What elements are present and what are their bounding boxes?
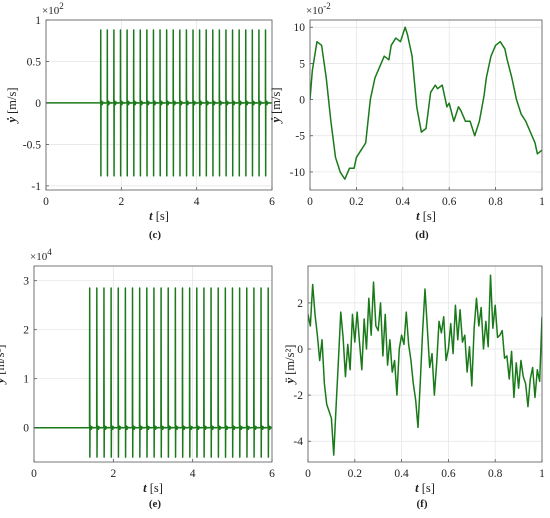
panel-label: (d): [415, 229, 429, 241]
y-axis-var: ÿ: [0, 375, 7, 386]
x-tick-label: 2: [118, 196, 124, 208]
plot-frame: [45, 19, 273, 191]
y-axis-unit: [m/s²]: [283, 345, 297, 375]
y-axis-label: ÿ [m/s²]: [283, 345, 297, 386]
axis-exponent-power: -2: [323, 1, 331, 11]
axis-exponent: ×102: [42, 1, 64, 17]
panel-label: (c): [149, 229, 162, 241]
x-tick-label: 2: [110, 468, 116, 480]
y-tick-label: 0.5: [27, 56, 42, 68]
x-tick-label: 4: [190, 468, 196, 480]
x-tick-label: 6: [269, 196, 275, 208]
chart-panel-c: 0 2 4 6 -1 -0.5 0 0.5 1×102 t [s] ẏ [m/s] (c): [5, 1, 275, 241]
x-tick-label: 0.2: [349, 196, 364, 208]
x-tick-label: 4: [194, 196, 200, 208]
series-line: [46, 29, 272, 177]
x-axis-unit: [s]: [150, 481, 163, 495]
y-tick-label: 0: [23, 423, 29, 435]
y-tick-label: 1: [35, 15, 41, 27]
y-tick-label: 1: [23, 374, 29, 386]
x-axis-label: t [s]: [143, 481, 163, 495]
x-tick-label: 0.6: [442, 196, 457, 208]
y-tick-label: 5: [299, 58, 305, 70]
x-axis-var: t: [415, 481, 422, 495]
axis-exponent-power: 2: [59, 1, 64, 11]
y-axis-label: ẏ [m/s]: [269, 87, 283, 124]
x-tick-label: 0.8: [488, 468, 503, 480]
y-axis-var: ẏ: [269, 114, 283, 125]
y-axis-var: ẏ: [5, 114, 19, 125]
y-tick-label: -4: [293, 436, 303, 448]
y-axis-unit: [m/s]: [269, 87, 283, 113]
plot-frame: [307, 265, 543, 463]
plot-frame: [309, 19, 543, 191]
series-line: [308, 274, 542, 456]
y-tick-label: 10: [294, 22, 306, 34]
y-tick-label: 2: [23, 325, 29, 337]
x-tick-label: 1: [539, 196, 545, 208]
y-tick-label: -2: [293, 390, 303, 402]
x-tick-label: 0.8: [488, 196, 503, 208]
x-tick-label: 1: [539, 468, 545, 480]
y-axis-unit: [m/s]: [5, 87, 19, 113]
y-tick-label: -1: [31, 181, 41, 193]
chart-panel-e: 0 2 4 6 0 1 2 3 ×104 t [s] ÿ [m/s²] (e): [0, 247, 275, 510]
y-axis-label: ÿ [m/s²]: [0, 345, 7, 386]
x-axis-unit: [s]: [422, 481, 435, 495]
y-tick-label: 3: [23, 276, 29, 288]
x-axis-label: t [s]: [416, 209, 436, 223]
axis-exponent: ×10-2: [306, 1, 331, 17]
x-tick-label: 0.2: [348, 468, 363, 480]
x-axis-var: t: [143, 481, 150, 495]
axis-exponent-power: 4: [47, 247, 52, 257]
plot-frame: [33, 265, 273, 463]
x-tick-label: 0: [31, 468, 37, 480]
y-axis-unit: [m/s²]: [0, 345, 7, 375]
x-axis-unit: [s]: [423, 209, 436, 223]
panel-label: (f): [417, 498, 428, 510]
x-axis-var: t: [416, 209, 423, 223]
y-tick-label: 0: [297, 344, 303, 356]
panel-label: (e): [149, 498, 162, 510]
x-axis-label: t [s]: [149, 209, 169, 223]
x-axis-label: t [s]: [415, 481, 435, 495]
x-tick-label: 0: [305, 468, 311, 480]
x-axis-unit: [s]: [156, 209, 169, 223]
y-tick-label: 2: [297, 298, 303, 310]
x-axis-var: t: [149, 209, 156, 223]
chart-panel-d: 0 0.2 0.4 0.6 0.8 1 -10 -5 0 5 10×10-2 t [s] ẏ [m/s]…: [269, 1, 545, 241]
axis-exponent: ×104: [30, 247, 52, 263]
x-tick-label: 0: [307, 196, 313, 208]
y-tick-label: -0.5: [23, 139, 41, 151]
x-tick-label: 0.6: [441, 468, 456, 480]
y-tick-label: 0: [299, 95, 305, 107]
x-tick-label: 0.4: [394, 468, 409, 480]
x-tick-label: 0.4: [396, 196, 411, 208]
y-tick-label: -10: [290, 167, 306, 179]
series-line: [34, 287, 272, 458]
y-axis-var: ÿ: [283, 375, 297, 386]
y-tick-label: -5: [295, 131, 305, 143]
y-tick-label: 0: [35, 98, 41, 110]
y-axis-label: ẏ [m/s]: [5, 87, 19, 124]
x-tick-label: 6: [269, 468, 275, 480]
chart-panel-f: 0 0.2 0.4 0.6 0.8 1 -4 -2 0 2 t [s] ÿ [m/s²] (f): [283, 265, 545, 510]
x-tick-label: 0: [43, 196, 49, 208]
series-line: [310, 26, 542, 180]
